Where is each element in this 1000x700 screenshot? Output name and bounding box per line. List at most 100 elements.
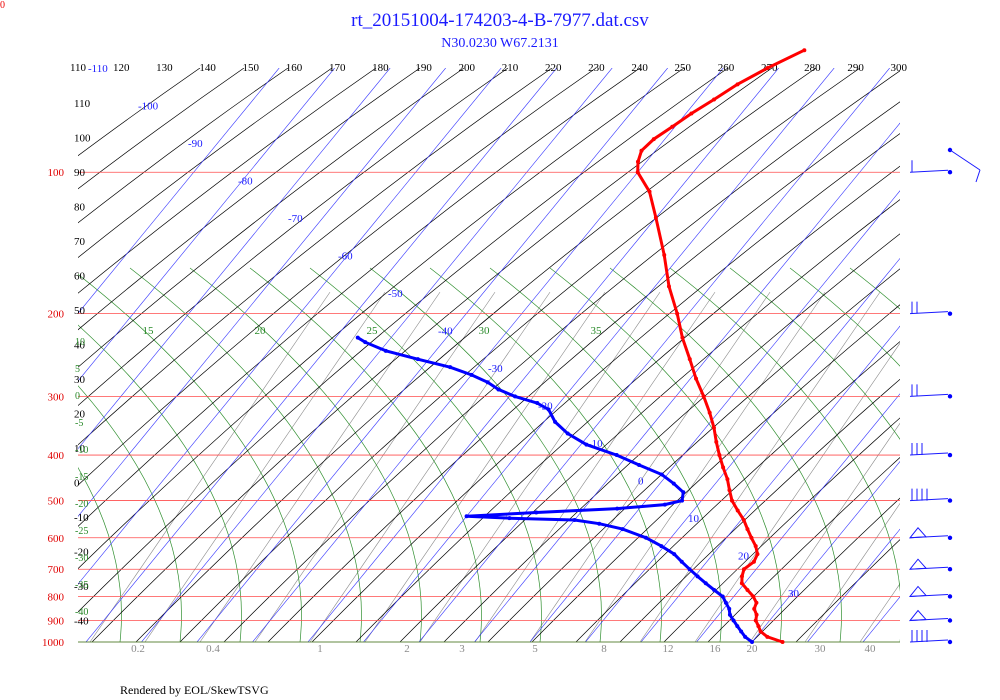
chart-subtitle: N30.0230 W67.2131	[441, 36, 559, 51]
dewpoint-point	[712, 587, 717, 592]
mixing-ratio-line	[474, 291, 716, 642]
left-temp-label: -30	[74, 581, 89, 593]
theta-label: 130	[156, 62, 173, 74]
moist-adiabat-line	[78, 385, 182, 642]
dewpoint-point	[739, 629, 744, 634]
temperature-point	[701, 394, 706, 399]
left-temp-label: 110	[74, 98, 91, 110]
mixing-ratio-line	[584, 291, 826, 642]
mixing-ratio-line	[694, 342, 900, 642]
temperature-point	[639, 148, 644, 153]
wind-barb-dot	[947, 639, 953, 645]
moist-left-label: -40	[75, 607, 88, 618]
mixing-ratio-line	[859, 583, 900, 642]
theta-label: 300	[891, 62, 908, 74]
dewpoint-point	[512, 394, 517, 399]
dewpoint-point	[659, 544, 664, 549]
isotherm-line	[78, 68, 280, 314]
isotherm-line	[78, 68, 446, 517]
mixing-ratio-line	[199, 291, 441, 642]
isotherm-label: -50	[388, 288, 403, 300]
moist-left-label: -25	[75, 526, 88, 537]
theta-label: 170	[329, 62, 346, 74]
temperature-point	[739, 574, 744, 579]
temperature-point	[707, 410, 712, 415]
moist-left-label: -5	[75, 418, 83, 429]
dry-adiabat-line	[223, 70, 900, 642]
wind-barb-dot	[947, 394, 953, 399]
dewpoint-point	[507, 516, 512, 521]
pressure-label: 300	[48, 391, 65, 403]
isotherm-line	[196, 68, 668, 642]
isotherm-line	[78, 68, 502, 585]
pressure-label: 700	[48, 564, 65, 576]
temperature-point	[687, 357, 692, 362]
temperature-point	[714, 439, 719, 444]
moist-adiabat-line	[129, 267, 362, 642]
pressure-label: 900	[48, 616, 65, 628]
left-temp-label: -20	[74, 547, 89, 559]
isotherm-label: -110	[88, 63, 108, 75]
wind-barb-flag	[908, 558, 928, 570]
wind-barb-dot	[947, 567, 953, 572]
dewpoint-point	[383, 348, 388, 353]
dewpoint-point	[662, 502, 667, 507]
pressure-label: 100	[48, 167, 65, 179]
dewpoint-point	[637, 463, 642, 468]
temperature-point	[745, 587, 750, 592]
theta-label: 280	[804, 62, 821, 74]
dewpoint-point	[597, 521, 602, 526]
temperature-point	[739, 581, 744, 586]
moist-adiabat-label: 35	[591, 325, 603, 337]
temperature-point	[751, 594, 756, 599]
dry-adiabat-line	[78, 68, 641, 527]
temperature-point	[647, 189, 652, 194]
dewpoint-point	[681, 490, 686, 495]
mixing-ratio-line	[639, 291, 881, 642]
dewpoint-point	[731, 618, 736, 623]
temperature-point	[741, 518, 746, 523]
moist-adiabat-label: 30	[479, 325, 491, 337]
isotherm-line	[363, 68, 835, 642]
chart-title: rt_20151004-174203-4-B-7977.dat.csv	[351, 10, 649, 31]
isotherm-label: 0	[638, 476, 644, 488]
moist-left-label: -30	[75, 553, 88, 564]
temperature-point	[780, 640, 785, 644]
temperature-point	[675, 311, 680, 316]
dewpoint-point	[448, 365, 453, 370]
isotherm-line	[252, 68, 724, 642]
dewpoint-point	[584, 442, 589, 447]
moist-left-label: -15	[75, 472, 88, 483]
isotherm-label: 20	[738, 551, 750, 563]
mixing-ratio-label: 3	[459, 643, 465, 655]
left-temp-label: 0	[74, 478, 80, 490]
isotherm-line	[807, 528, 900, 642]
dry-adiabat-line	[78, 68, 465, 368]
theta-label: 150	[243, 62, 260, 74]
temperature-profile-line	[636, 48, 805, 644]
dewpoint-point	[415, 357, 420, 362]
temperature-point	[735, 508, 740, 513]
temperature-point	[758, 629, 763, 634]
wind-barb-dot	[947, 452, 953, 458]
dry-adiabat-line	[78, 68, 509, 407]
mixing-ratio-line	[749, 422, 900, 642]
wind-barb-dot	[947, 498, 953, 503]
dewpoint-point	[643, 535, 648, 540]
moist-left-label: -35	[75, 580, 88, 591]
dewpoint-point	[615, 506, 620, 511]
temperature-point	[689, 111, 694, 116]
isotherm-label: -70	[288, 213, 303, 225]
temperature-point	[729, 498, 734, 503]
theta-label: 190	[415, 62, 432, 74]
isotherm-label: 30	[788, 588, 800, 600]
temperature-point	[765, 66, 770, 70]
dewpoint-point	[363, 340, 368, 345]
mixing-ratio-label: 0.2	[131, 643, 145, 655]
dewpoint-point	[727, 612, 732, 617]
pressure-label: 800	[48, 591, 65, 603]
theta-label: 210	[502, 62, 519, 74]
moist-adiabat-line	[789, 267, 900, 367]
dewpoint-point	[572, 518, 577, 523]
